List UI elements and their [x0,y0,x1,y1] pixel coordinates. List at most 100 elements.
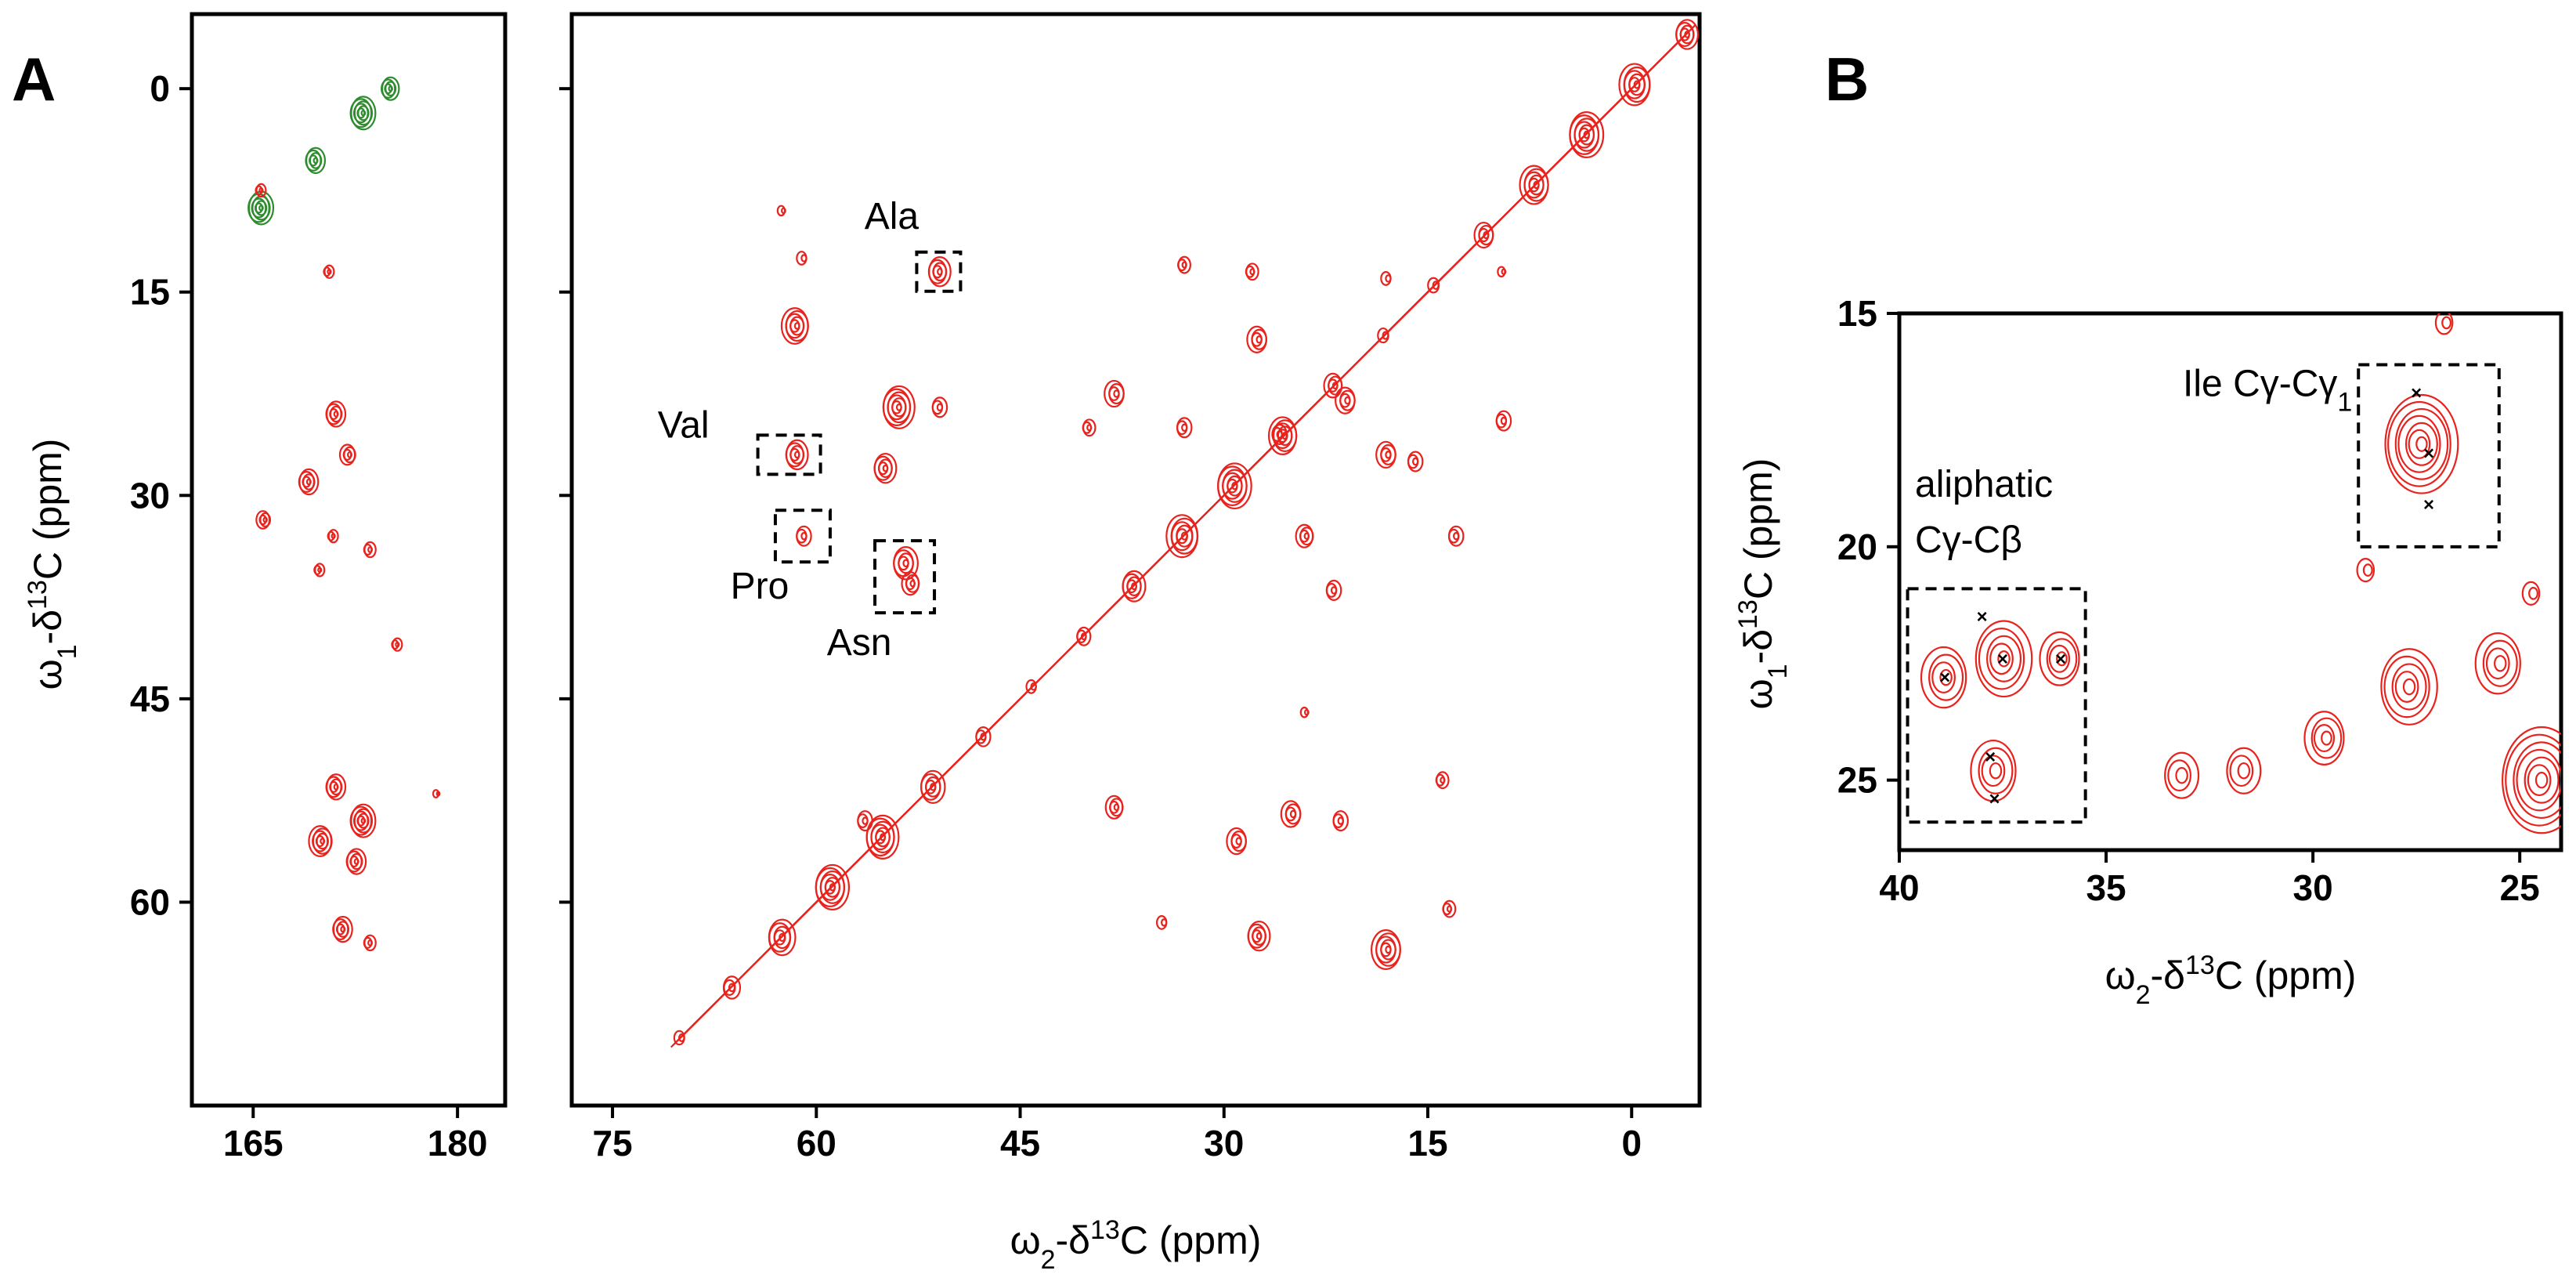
peak [1675,19,1700,50]
annotation-label: Val [658,404,710,446]
contour-level [327,529,339,544]
contour-level [326,773,347,801]
peak [768,918,797,957]
panel-label-b: B [1825,45,1869,114]
annotation-aliphatic-line2: Cγ-Cβ [1915,519,2022,561]
peak [2164,751,2200,799]
peak [1442,899,1457,918]
contour-level [1407,451,1424,472]
peak [1280,800,1302,828]
contour-level [2474,632,2521,695]
contour-level [1371,929,1401,970]
peak [931,396,948,418]
panel-label-a: A [12,45,56,114]
contour-level [785,439,809,471]
y-tick-label: 30 [130,475,170,516]
plot-frame-a-carbonyl [190,12,508,1108]
annotation-box [756,433,822,476]
peak [255,183,267,198]
peak [2303,711,2345,765]
y-tick-label: 45 [130,679,170,719]
ticks-b: 40 35 30 25 15 20 25 [1837,293,2540,908]
annotation-box [873,539,937,615]
annotation-label: Ala [865,196,919,237]
peak [432,789,441,798]
peak-marker: × [1977,606,1988,628]
peak [1104,794,1124,820]
contour-level [2164,751,2200,799]
contour-level [857,810,873,832]
y-tick-label: 0 [150,68,170,109]
contour-level [363,934,377,952]
contour-level [1978,747,2014,794]
peak [1271,423,1288,445]
peak [2226,747,2262,794]
diagonal-ridge [670,19,1700,1048]
annotation-box-aliphatic [1906,587,2087,824]
x-axis-title-b: ω2-δ13C (ppm) [2105,950,2357,1010]
contour-level [2482,639,2518,687]
contour-level [2046,638,2078,680]
contour-level [2404,422,2438,466]
peak [1122,570,1147,603]
contour-level [2534,771,2549,789]
contour-level [1495,410,1512,432]
contour-level [768,918,797,957]
peak [1082,418,1097,437]
contour-level [2521,581,2541,606]
peak [391,637,403,652]
peak [1323,372,1343,399]
contour-level [2402,678,2416,696]
x-tick-label: 25 [2500,867,2540,908]
contour-level [346,848,367,875]
contour-level [1165,514,1199,559]
contour-level [2391,663,2427,711]
peak-marker: × [1939,668,1950,689]
peak [325,773,347,801]
contour-level [1569,111,1605,159]
peak [325,400,347,428]
peak [722,975,742,1000]
peak-marker: × [2423,443,2434,465]
peak [673,1030,685,1046]
contour-level [1970,739,2017,802]
contour-level [2415,436,2428,452]
peak [1267,416,1298,456]
contour-level [1920,646,1967,709]
contour-level [865,814,900,860]
contour-level [1122,570,1147,603]
contour-level [2380,648,2438,726]
contour-level [350,803,377,838]
peak [780,307,809,345]
contour-level [1375,440,1396,469]
contour-level [1497,266,1506,278]
contour-level [2356,558,2375,583]
contour-level [2502,726,2561,834]
contour-level [931,396,948,418]
contour-level [1280,800,1302,828]
peak [308,825,333,857]
x-tick-label: 60 [797,1123,836,1164]
peak [785,439,809,471]
peak [1569,111,1605,159]
contour-level [2039,631,2080,686]
x-tick-label: 165 [223,1123,284,1164]
contour-level [381,76,400,101]
contour-level [255,183,267,198]
peak [298,468,320,496]
contour-level [2528,587,2538,600]
contour-level [1082,418,1097,437]
peak [1497,266,1507,278]
contour-level [1323,372,1343,399]
ticks-a-carbonyl: 165 180 0 15 30 45 60 [130,68,488,1164]
peak [349,96,377,131]
peak [1380,271,1392,286]
peak [1335,386,1356,414]
contour-level [2494,654,2507,672]
peak [255,510,272,530]
peaks-b: × × × × × × × × × [1920,313,2561,834]
panel-a-carbonyl: 165 180 0 15 30 45 60 [130,12,508,1164]
peak [1970,739,2017,802]
peak [1246,325,1267,353]
contour-level [796,251,807,266]
